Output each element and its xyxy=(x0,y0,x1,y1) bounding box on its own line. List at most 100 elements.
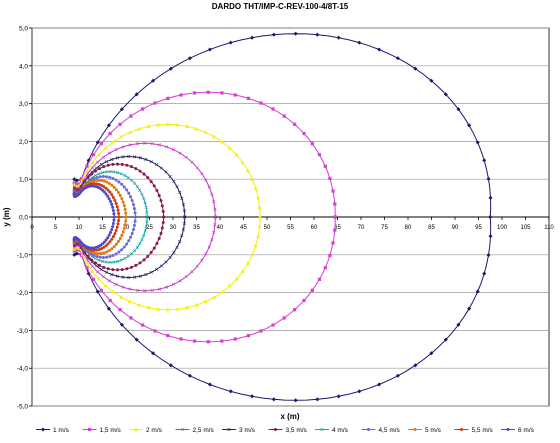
data-point xyxy=(317,277,322,281)
data-point xyxy=(162,215,166,219)
data-point xyxy=(119,172,123,176)
data-point xyxy=(182,209,186,213)
data-point xyxy=(91,277,96,281)
data-point xyxy=(168,363,173,368)
data-point xyxy=(110,237,114,241)
data-point xyxy=(93,261,97,265)
data-point xyxy=(79,240,83,244)
x-tick-label: 65 xyxy=(334,225,341,231)
y-tick-label: -1,0 xyxy=(17,252,29,259)
data-point xyxy=(395,373,400,378)
data-point xyxy=(133,219,137,223)
data-point xyxy=(142,258,146,262)
x-tick-label: 40 xyxy=(217,225,224,231)
data-point xyxy=(106,194,110,198)
data-point xyxy=(180,234,184,238)
data-point xyxy=(129,114,133,118)
data-point xyxy=(475,289,480,294)
y-tick-label: -3,0 xyxy=(17,328,29,335)
data-point xyxy=(116,268,120,272)
data-point xyxy=(126,176,130,180)
data-point xyxy=(115,156,119,160)
data-point xyxy=(144,157,148,162)
data-point xyxy=(72,177,77,182)
data-point xyxy=(302,298,306,303)
data-point xyxy=(104,244,108,248)
data-point xyxy=(207,245,211,249)
data-point xyxy=(259,329,263,333)
data-point xyxy=(119,107,124,112)
data-point xyxy=(95,255,99,259)
data-point xyxy=(94,179,98,183)
legend-label: 1,5 m/s xyxy=(100,427,122,434)
data-point xyxy=(110,202,114,206)
data-point xyxy=(157,193,161,197)
legend-label: 6 m/s xyxy=(518,427,535,434)
data-point xyxy=(114,242,118,246)
data-point xyxy=(115,274,119,278)
data-point xyxy=(142,172,146,176)
series-2-5-m-s xyxy=(72,141,217,293)
data-point xyxy=(114,178,118,182)
data-point xyxy=(203,130,208,134)
data-point xyxy=(142,233,146,238)
data-point xyxy=(102,245,106,249)
data-point xyxy=(336,35,341,40)
legend-item: 4 m/s xyxy=(315,427,349,434)
data-point xyxy=(122,226,126,230)
y-tick-label: -4,0 xyxy=(17,366,29,373)
data-point xyxy=(293,31,298,36)
data-point xyxy=(175,185,179,189)
data-point xyxy=(150,142,154,146)
data-point xyxy=(149,160,153,164)
data-point xyxy=(99,142,103,146)
data-point xyxy=(159,264,164,268)
data-point xyxy=(143,289,147,293)
x-tick-label: 35 xyxy=(193,225,200,231)
data-point xyxy=(171,282,176,286)
data-point xyxy=(195,166,199,170)
data-point xyxy=(127,239,131,243)
data-point xyxy=(104,160,109,164)
data-point xyxy=(210,238,214,242)
data-point xyxy=(83,250,87,254)
data-point xyxy=(146,176,150,180)
data-point xyxy=(83,180,87,184)
data-point xyxy=(124,215,128,219)
data-point xyxy=(293,308,297,312)
data-point xyxy=(94,251,98,255)
data-point xyxy=(90,258,94,262)
series-1-5-m-s xyxy=(72,90,337,344)
x-tick-label: 110 xyxy=(544,225,554,231)
data-point xyxy=(192,339,197,343)
data-point xyxy=(120,248,124,252)
data-point xyxy=(194,302,199,307)
data-point xyxy=(143,141,147,145)
data-point xyxy=(250,252,255,257)
data-point xyxy=(85,168,90,173)
data-point xyxy=(187,56,192,61)
data-point xyxy=(125,242,129,246)
data-point xyxy=(156,122,161,127)
data-point xyxy=(246,334,250,338)
data-point xyxy=(121,230,125,234)
data-point xyxy=(228,389,233,394)
data-point xyxy=(106,242,110,246)
data-point xyxy=(467,123,472,128)
data-point xyxy=(96,276,101,281)
data-point xyxy=(86,258,90,262)
data-point xyxy=(234,152,239,157)
legend-label: 2 m/s xyxy=(146,427,163,434)
data-point xyxy=(165,307,170,312)
data-point xyxy=(315,32,320,37)
data-point xyxy=(120,268,124,272)
data-point xyxy=(212,200,216,204)
y-tick-label: 3,0 xyxy=(19,101,28,108)
data-point xyxy=(91,179,95,183)
x-tick-label: 0 xyxy=(30,225,34,231)
data-point xyxy=(250,177,255,181)
x-tick-label: 10 xyxy=(76,225,83,231)
series-1-m-s xyxy=(72,31,493,403)
data-point xyxy=(165,122,170,126)
data-point xyxy=(145,220,149,224)
